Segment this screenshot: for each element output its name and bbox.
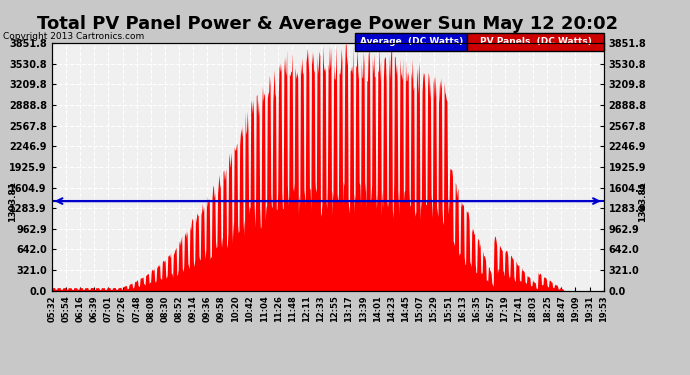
Text: 1393.81: 1393.81 xyxy=(8,181,17,222)
Text: Copyright 2013 Cartronics.com: Copyright 2013 Cartronics.com xyxy=(3,32,145,41)
Title: Total PV Panel Power & Average Power Sun May 12 20:02: Total PV Panel Power & Average Power Sun… xyxy=(37,15,618,33)
Text: 1393.81: 1393.81 xyxy=(638,181,647,222)
